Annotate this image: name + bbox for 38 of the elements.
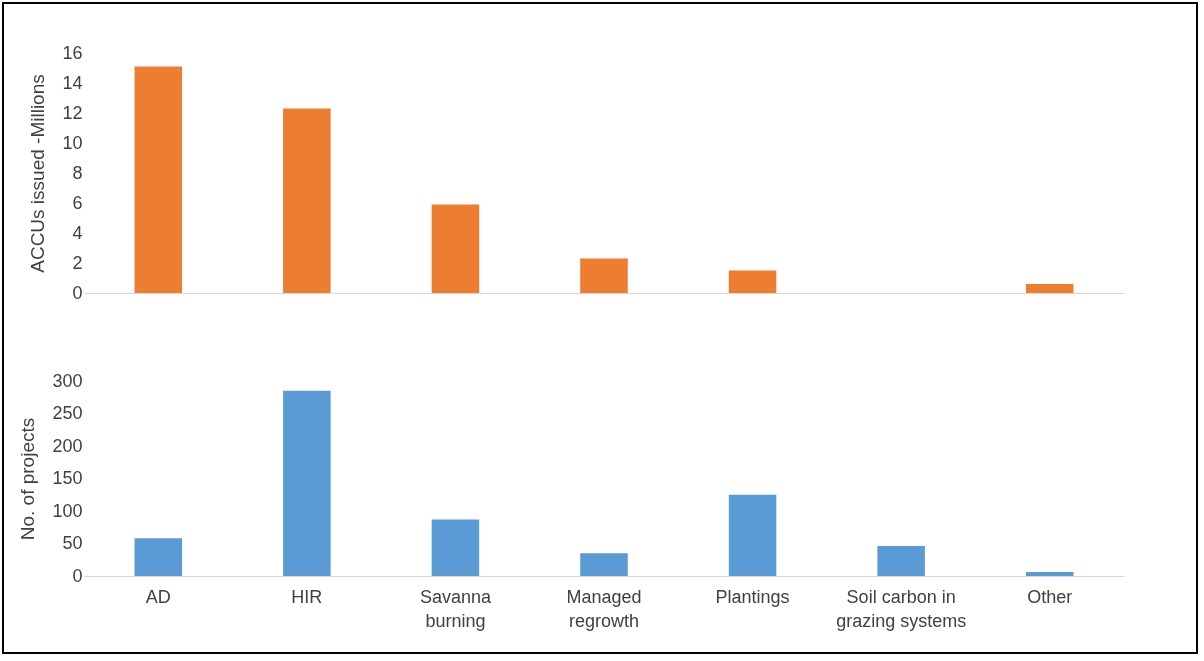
y-tick-label: 4 bbox=[72, 222, 83, 243]
x-tick-label: AD bbox=[145, 586, 171, 607]
bar bbox=[728, 270, 777, 293]
bar bbox=[580, 258, 628, 293]
y-axis-title: ACCUs issued -Millions bbox=[27, 74, 49, 273]
y-tick-label: 300 bbox=[52, 370, 83, 391]
y-tick-label: 6 bbox=[72, 192, 83, 213]
y-tick-label: 0 bbox=[72, 282, 83, 303]
bar bbox=[1025, 284, 1074, 293]
y-tick-label: 14 bbox=[62, 72, 83, 93]
bar bbox=[1025, 572, 1074, 576]
x-tick-label: Savanna burning bbox=[419, 586, 492, 631]
y-tick-label: 250 bbox=[52, 403, 83, 423]
bar bbox=[283, 390, 331, 576]
y-axis-title: No. of projects bbox=[17, 417, 39, 541]
y-tick-label: 12 bbox=[62, 102, 83, 123]
bar bbox=[877, 546, 925, 576]
y-tick-label: 150 bbox=[52, 468, 83, 488]
bar bbox=[431, 204, 480, 293]
x-tick-label: Managed regrowth bbox=[566, 586, 642, 631]
y-tick-label: 50 bbox=[62, 533, 83, 553]
x-tick-label: Plantings bbox=[715, 586, 790, 607]
bar bbox=[134, 66, 183, 293]
x-tick-label: HIR bbox=[291, 586, 323, 607]
bar bbox=[728, 494, 777, 576]
x-tick-label: Other bbox=[1027, 586, 1073, 607]
bar bbox=[134, 538, 183, 576]
y-tick-label: 10 bbox=[62, 132, 83, 153]
y-tick-label: 200 bbox=[52, 435, 83, 456]
bar bbox=[283, 108, 331, 293]
y-tick-label: 16 bbox=[62, 42, 83, 63]
y-tick-label: 2 bbox=[72, 252, 83, 273]
x-tick-label: Soil carbon in grazing systems bbox=[836, 586, 967, 631]
y-tick-label: 8 bbox=[72, 162, 83, 183]
y-tick-label: 100 bbox=[52, 500, 83, 521]
bar bbox=[431, 519, 480, 576]
y-tick-label: 0 bbox=[72, 565, 83, 586]
bar bbox=[580, 553, 628, 576]
